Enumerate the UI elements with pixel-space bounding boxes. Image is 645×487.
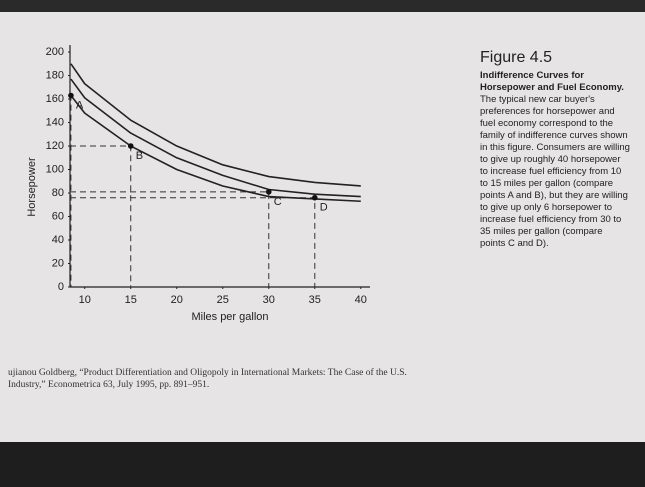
guide-line [70, 198, 315, 287]
x-tick-label: 40 [355, 294, 367, 306]
x-tick-label: 15 [125, 294, 137, 306]
caption-body: The typical new car buyer's preferences … [480, 94, 630, 249]
point-label: D [320, 202, 328, 214]
point-label: A [76, 99, 84, 111]
point-label: C [274, 196, 282, 208]
caption-text: Indifference Curves for Horsepower and F… [480, 70, 630, 250]
background [0, 442, 645, 487]
guide-line [70, 192, 269, 287]
y-tick-label: 80 [52, 187, 64, 199]
book-page: Miles per gallon Horsepower 0 20 40 60 80 100… [0, 12, 645, 442]
x-tick-label: 10 [79, 294, 91, 306]
indifference-curve [71, 64, 361, 186]
x-tick-label: 20 [171, 294, 183, 306]
y-tick-label: 60 [52, 210, 64, 222]
y-tick-label: 0 [58, 281, 64, 293]
y-tick-label: 160 [46, 93, 64, 105]
x-tick-label: 30 [263, 294, 275, 306]
point-label: B [136, 150, 143, 162]
y-tick-label: 180 [46, 69, 64, 81]
point [68, 93, 74, 99]
y-tick-label: 20 [52, 257, 64, 269]
caption-title: Figure 4.5 [480, 52, 630, 64]
figure-caption: Figure 4.5 Indifference Curves for Horse… [480, 52, 630, 250]
y-tick-label: 120 [46, 140, 64, 152]
footnote: ujianou Goldberg, “Product Differentiati… [8, 367, 478, 391]
point [266, 189, 272, 195]
x-tick-label: 25 [217, 294, 229, 306]
y-tick-label: 200 [46, 46, 64, 58]
caption-heading: Indifference Curves for Horsepower and F… [480, 70, 624, 93]
x-axis-label: Miles per gallon [191, 311, 268, 323]
y-axis-label: Horsepower [26, 157, 38, 217]
point [312, 195, 318, 201]
point [128, 143, 134, 149]
indifference-curve [71, 96, 361, 202]
guide-line [70, 146, 131, 287]
page: {"chart_data": {"type": "line", "xlabel"… [0, 0, 645, 487]
footnote-line: ujianou Goldberg, “Product Differentiati… [8, 367, 478, 379]
y-tick-label: 40 [52, 234, 64, 246]
y-tick-label: 100 [46, 163, 64, 175]
y-tick-label: 140 [46, 116, 64, 128]
x-tick-label: 35 [309, 294, 321, 306]
footnote-line: Industry,” Econometrica 63, July 1995, p… [8, 379, 478, 391]
indifference-curve [71, 79, 361, 196]
